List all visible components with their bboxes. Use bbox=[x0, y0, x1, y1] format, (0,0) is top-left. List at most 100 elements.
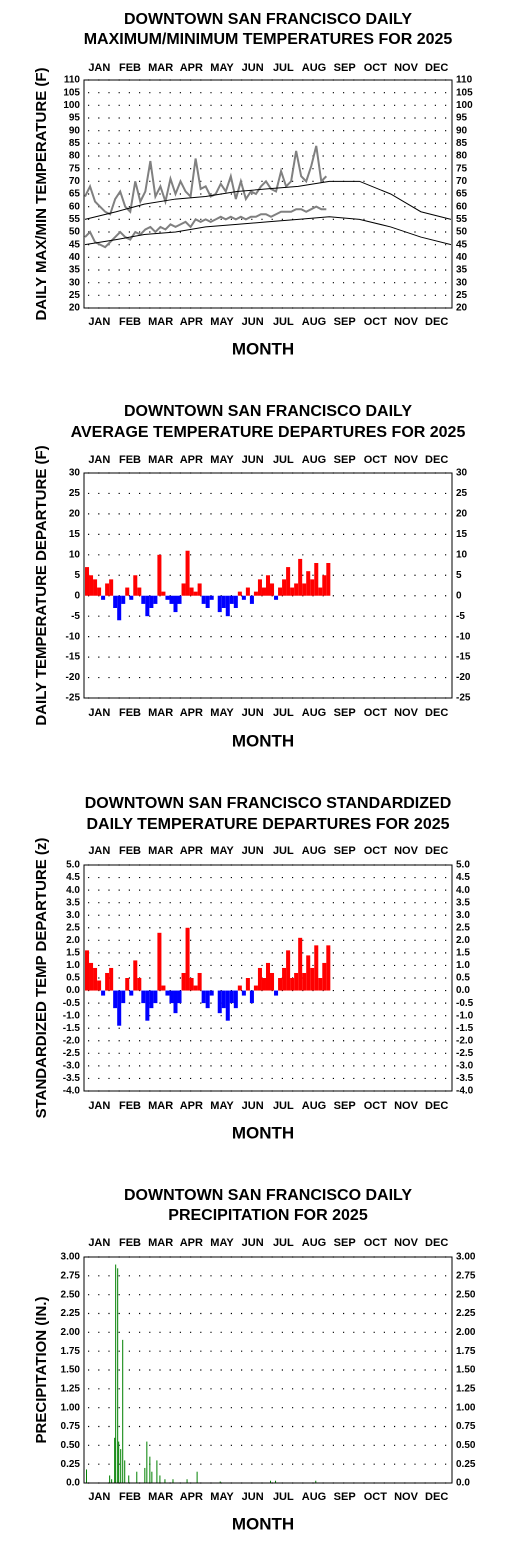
bar bbox=[136, 1471, 138, 1483]
bar bbox=[274, 990, 279, 996]
y-tick-label: 2.25 bbox=[61, 1308, 81, 1319]
y-tick-label: -5 bbox=[456, 611, 465, 622]
y-tick-label: 80 bbox=[69, 151, 81, 162]
month-label: NOV bbox=[394, 62, 419, 74]
month-label: NOV bbox=[394, 707, 419, 719]
month-label: JUL bbox=[273, 845, 294, 857]
y-tick-label: 70 bbox=[69, 176, 81, 187]
month-label: MAR bbox=[148, 845, 173, 857]
month-label: DEC bbox=[425, 454, 448, 466]
bar bbox=[318, 587, 323, 596]
bar bbox=[217, 990, 222, 1014]
y-axis-title: DAILY TEMPERATURE DEPARTURE (F) bbox=[33, 445, 50, 725]
bar bbox=[169, 595, 174, 604]
y-tick-label: 65 bbox=[69, 189, 81, 200]
bar bbox=[153, 990, 158, 1004]
month-label: FEB bbox=[119, 1100, 141, 1112]
y-tick-label: 2.50 bbox=[61, 1289, 81, 1300]
bar bbox=[129, 595, 134, 600]
y-tick-label: 100 bbox=[63, 100, 80, 111]
y-tick-label: 2.75 bbox=[61, 1270, 81, 1281]
month-label: MAR bbox=[148, 454, 173, 466]
bar bbox=[113, 990, 118, 1009]
month-label: AUG bbox=[302, 1100, 326, 1112]
bar bbox=[161, 591, 166, 596]
y-tick-label: 0.75 bbox=[61, 1421, 81, 1432]
y-tick-label: 4.5 bbox=[66, 872, 80, 883]
y-tick-label: -4.0 bbox=[456, 1086, 474, 1097]
y-tick-label: 0.25 bbox=[61, 1459, 81, 1470]
bar bbox=[164, 1479, 166, 1483]
y-tick-label: -3.0 bbox=[456, 1061, 474, 1072]
bar bbox=[129, 990, 134, 996]
bar bbox=[270, 1480, 272, 1483]
month-label: SEP bbox=[334, 1491, 356, 1503]
bar bbox=[165, 990, 170, 996]
y-tick-label: 10 bbox=[69, 549, 81, 560]
y-tick-label: -3.5 bbox=[63, 1073, 81, 1084]
bar bbox=[217, 595, 222, 613]
bar bbox=[261, 978, 266, 991]
month-label: JAN bbox=[88, 1491, 110, 1503]
month-label: OCT bbox=[364, 1237, 388, 1249]
y-tick-label: 20 bbox=[69, 509, 81, 520]
month-label: MAY bbox=[210, 454, 234, 466]
month-label: JUL bbox=[273, 316, 294, 328]
bar bbox=[85, 950, 90, 991]
bar bbox=[128, 1475, 130, 1483]
month-label: MAY bbox=[210, 1100, 234, 1112]
y-tick-label: 20 bbox=[456, 509, 468, 520]
y-tick-label: -10 bbox=[456, 631, 471, 642]
y-tick-label: 30 bbox=[69, 468, 81, 479]
bar bbox=[133, 575, 138, 596]
y-tick-label: 5.0 bbox=[456, 860, 470, 871]
bar bbox=[197, 972, 202, 991]
y-tick-label: -3.0 bbox=[63, 1061, 81, 1072]
y-tick-label: 2.00 bbox=[61, 1327, 81, 1338]
y-tick-label: 30 bbox=[69, 277, 81, 288]
y-tick-label: -1.5 bbox=[456, 1023, 474, 1034]
month-label: MAR bbox=[148, 707, 173, 719]
y-tick-label: 5 bbox=[74, 570, 80, 581]
y-tick-label: -25 bbox=[456, 693, 471, 704]
bar bbox=[141, 990, 146, 1004]
y-tick-label: 3.0 bbox=[456, 910, 470, 921]
y-tick-label: 2.00 bbox=[456, 1327, 476, 1338]
bar bbox=[185, 550, 190, 596]
month-label: MAR bbox=[148, 1491, 173, 1503]
month-label: SEP bbox=[334, 316, 356, 328]
month-label: JAN bbox=[88, 707, 110, 719]
bar bbox=[85, 567, 90, 596]
bar bbox=[157, 554, 162, 596]
month-label: JUN bbox=[242, 1100, 264, 1112]
y-tick-label: 0 bbox=[456, 590, 462, 601]
bar bbox=[121, 990, 126, 1004]
month-label: FEB bbox=[119, 62, 141, 74]
bar bbox=[241, 990, 246, 996]
month-label: DEC bbox=[425, 1237, 448, 1249]
chart-title: MAXIMUM/MINIMUM TEMPERATURES FOR 2025 bbox=[84, 31, 453, 48]
bar bbox=[326, 945, 331, 991]
y-tick-label: 15 bbox=[69, 529, 81, 540]
y-tick-label: -5 bbox=[71, 611, 80, 622]
chart-title: DAILY TEMPERATURE DEPARTURES FOR 2025 bbox=[86, 816, 449, 833]
y-tick-label: 30 bbox=[456, 468, 468, 479]
bar bbox=[253, 985, 258, 991]
bar bbox=[282, 579, 287, 596]
bar bbox=[245, 587, 250, 596]
bar bbox=[318, 978, 323, 991]
bar bbox=[237, 591, 242, 596]
y-tick-label: 1.25 bbox=[456, 1383, 476, 1394]
y-tick-label: 2.0 bbox=[66, 935, 80, 946]
bar bbox=[275, 1480, 277, 1483]
y-tick-label: -0.5 bbox=[63, 998, 81, 1009]
month-label: AUG bbox=[302, 1491, 326, 1503]
x-axis-title: MONTH bbox=[232, 1123, 294, 1142]
y-tick-label: 40 bbox=[69, 252, 81, 263]
bar bbox=[314, 945, 319, 991]
y-tick-label: 55 bbox=[69, 214, 81, 225]
month-label: SEP bbox=[334, 1237, 356, 1249]
chart-title: DOWNTOWN SAN FRANCISCO STANDARDIZED bbox=[85, 795, 452, 812]
bar bbox=[306, 571, 311, 596]
bar bbox=[109, 967, 114, 991]
